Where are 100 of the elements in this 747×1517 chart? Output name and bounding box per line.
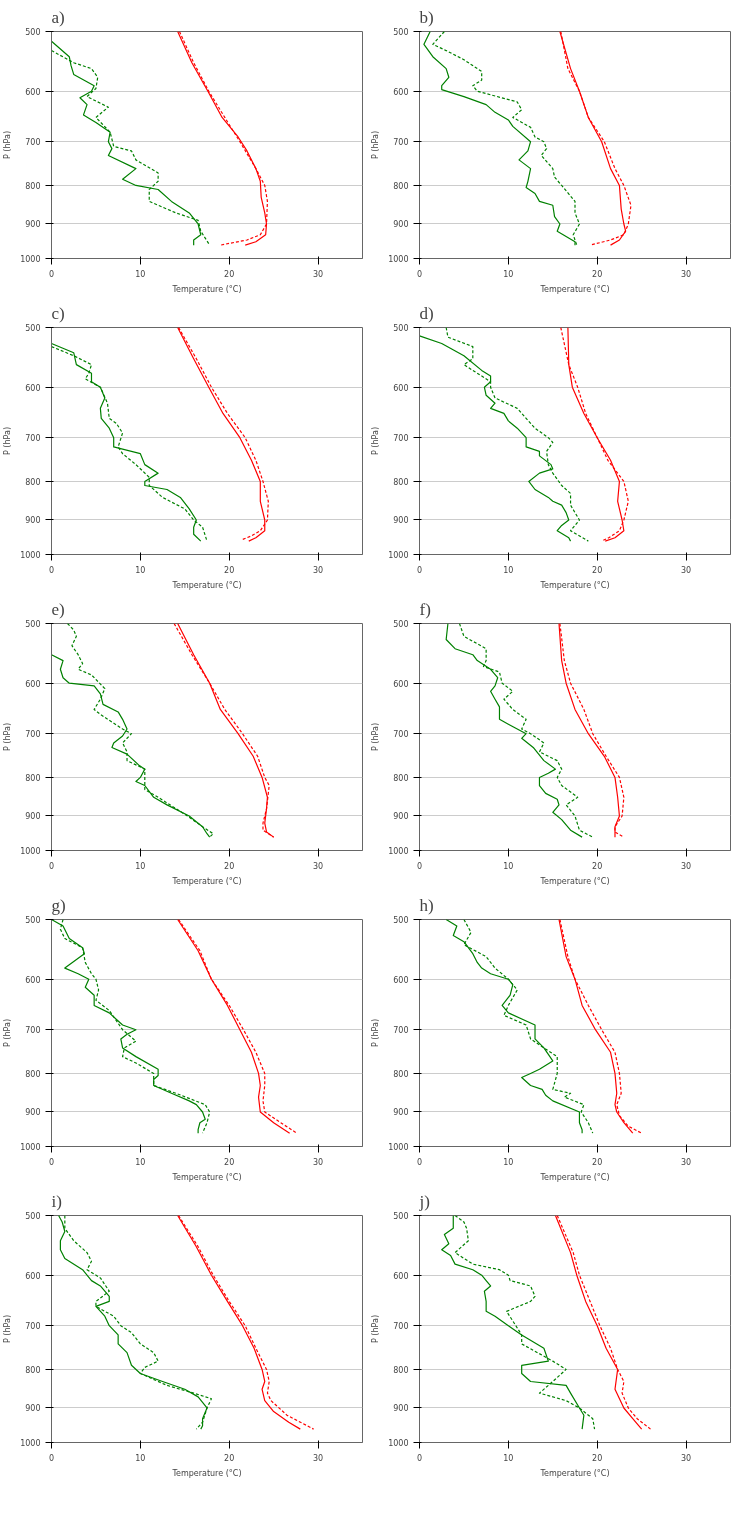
y-tick-label: 900 [393, 220, 409, 230]
y-tick-label: 900 [25, 812, 41, 822]
chart-title: j) [418, 1191, 430, 1211]
chart-title: f) [419, 599, 431, 619]
x-tick-label: 0 [416, 565, 423, 575]
x-tick-label: 20 [224, 1157, 235, 1167]
y-tick-label: 600 [393, 975, 409, 985]
y-tick-label: 600 [25, 975, 41, 985]
x-tick-label: 30 [312, 565, 324, 575]
y-axis-title: P (hPa) [371, 130, 381, 160]
y-tick-label: 600 [393, 1271, 409, 1281]
y-axis-title: P (hPa) [3, 130, 13, 160]
y-tick-label: 600 [393, 679, 409, 689]
x-tick-label: 30 [680, 269, 692, 279]
x-tick-label: 0 [416, 861, 423, 871]
y-tick-label: 800 [25, 1365, 41, 1375]
y-tick-label: 1000 [20, 551, 41, 560]
y-tick-label: 900 [25, 516, 41, 526]
x-axis-title: Temperature (°C) [539, 1172, 610, 1182]
y-tick-label: 1000 [388, 847, 409, 856]
y-tick-label: 600 [25, 383, 41, 393]
x-tick-label: 20 [592, 861, 603, 871]
x-tick-label: 30 [680, 1157, 692, 1167]
x-tick-label: 20 [592, 1157, 603, 1167]
x-axis-title: Temperature (°C) [171, 1468, 242, 1478]
y-tick-label: 900 [393, 812, 409, 822]
x-tick-label: 10 [503, 565, 514, 575]
y-tick-label: 700 [25, 138, 41, 148]
y-tick-label: 900 [25, 220, 41, 230]
y-axis-title: P (hPa) [3, 1314, 13, 1344]
x-tick-label: 10 [135, 1157, 146, 1167]
x-tick-label: 10 [135, 1453, 146, 1463]
y-tick-label: 800 [25, 1069, 41, 1079]
y-tick-label: 700 [25, 1322, 41, 1332]
y-tick-label: 600 [393, 87, 409, 97]
y-tick-label: 600 [25, 679, 41, 689]
x-tick-label: 10 [503, 861, 514, 871]
x-tick-label: 30 [312, 269, 324, 279]
y-tick-label: 700 [393, 730, 409, 740]
y-tick-label: 900 [393, 516, 409, 526]
x-tick-label: 0 [48, 861, 55, 871]
y-axis-title: P (hPa) [371, 1018, 381, 1048]
y-tick-label: 900 [25, 1108, 41, 1118]
x-tick-label: 10 [135, 565, 146, 575]
y-tick-label: 800 [25, 773, 41, 783]
y-axis-title: P (hPa) [3, 426, 13, 456]
y-tick-label: 800 [393, 181, 409, 191]
x-tick-label: 0 [416, 1157, 423, 1167]
y-axis-title: P (hPa) [371, 1314, 381, 1344]
y-tick-label: 700 [393, 434, 409, 444]
y-tick-label: 1000 [388, 255, 409, 264]
y-tick-label: 500 [393, 620, 409, 629]
y-tick-label: 1000 [20, 1439, 41, 1448]
y-tick-label: 1000 [20, 1143, 41, 1152]
x-axis-title: Temperature (°C) [171, 1172, 242, 1182]
x-axis-title: Temperature (°C) [539, 284, 610, 294]
chart-title: b) [419, 7, 434, 27]
x-tick-label: 30 [680, 1453, 692, 1463]
y-tick-label: 900 [393, 1108, 409, 1118]
y-tick-label: 500 [393, 916, 409, 925]
y-tick-label: 500 [393, 28, 409, 37]
x-tick-label: 0 [48, 565, 55, 575]
x-axis-title: Temperature (°C) [171, 876, 242, 886]
x-axis-title: Temperature (°C) [171, 580, 242, 590]
chart-title: a) [51, 7, 65, 27]
y-tick-label: 800 [25, 477, 41, 487]
y-tick-label: 500 [25, 28, 41, 37]
x-axis-title: Temperature (°C) [171, 284, 242, 294]
y-tick-label: 800 [393, 1069, 409, 1079]
x-tick-label: 20 [592, 269, 603, 279]
x-tick-label: 0 [416, 269, 423, 279]
y-tick-label: 700 [25, 1026, 41, 1036]
chart-title: g) [51, 895, 66, 915]
y-tick-label: 700 [25, 730, 41, 740]
x-tick-label: 30 [312, 861, 324, 871]
y-axis-title: P (hPa) [371, 722, 381, 752]
chart-title: d) [419, 303, 434, 323]
y-tick-label: 500 [25, 1212, 41, 1221]
x-axis-title: Temperature (°C) [539, 1468, 610, 1478]
y-axis-title: P (hPa) [3, 722, 13, 752]
x-tick-label: 0 [48, 1157, 55, 1167]
y-tick-label: 1000 [388, 1143, 409, 1152]
y-tick-label: 1000 [20, 255, 41, 264]
x-tick-label: 20 [224, 269, 235, 279]
x-tick-label: 10 [135, 269, 146, 279]
chart-title: e) [51, 599, 65, 619]
x-tick-label: 30 [680, 861, 692, 871]
y-tick-label: 800 [393, 773, 409, 783]
x-tick-label: 20 [592, 1453, 603, 1463]
y-tick-label: 1000 [388, 1439, 409, 1448]
x-tick-label: 0 [48, 1453, 55, 1463]
y-tick-label: 500 [393, 1212, 409, 1221]
y-tick-label: 700 [393, 1026, 409, 1036]
y-tick-label: 800 [393, 477, 409, 487]
x-tick-label: 20 [224, 861, 235, 871]
y-tick-label: 500 [25, 916, 41, 925]
x-tick-label: 30 [312, 1453, 324, 1463]
x-tick-label: 30 [312, 1157, 324, 1167]
x-tick-label: 0 [48, 269, 55, 279]
y-tick-label: 500 [393, 324, 409, 333]
